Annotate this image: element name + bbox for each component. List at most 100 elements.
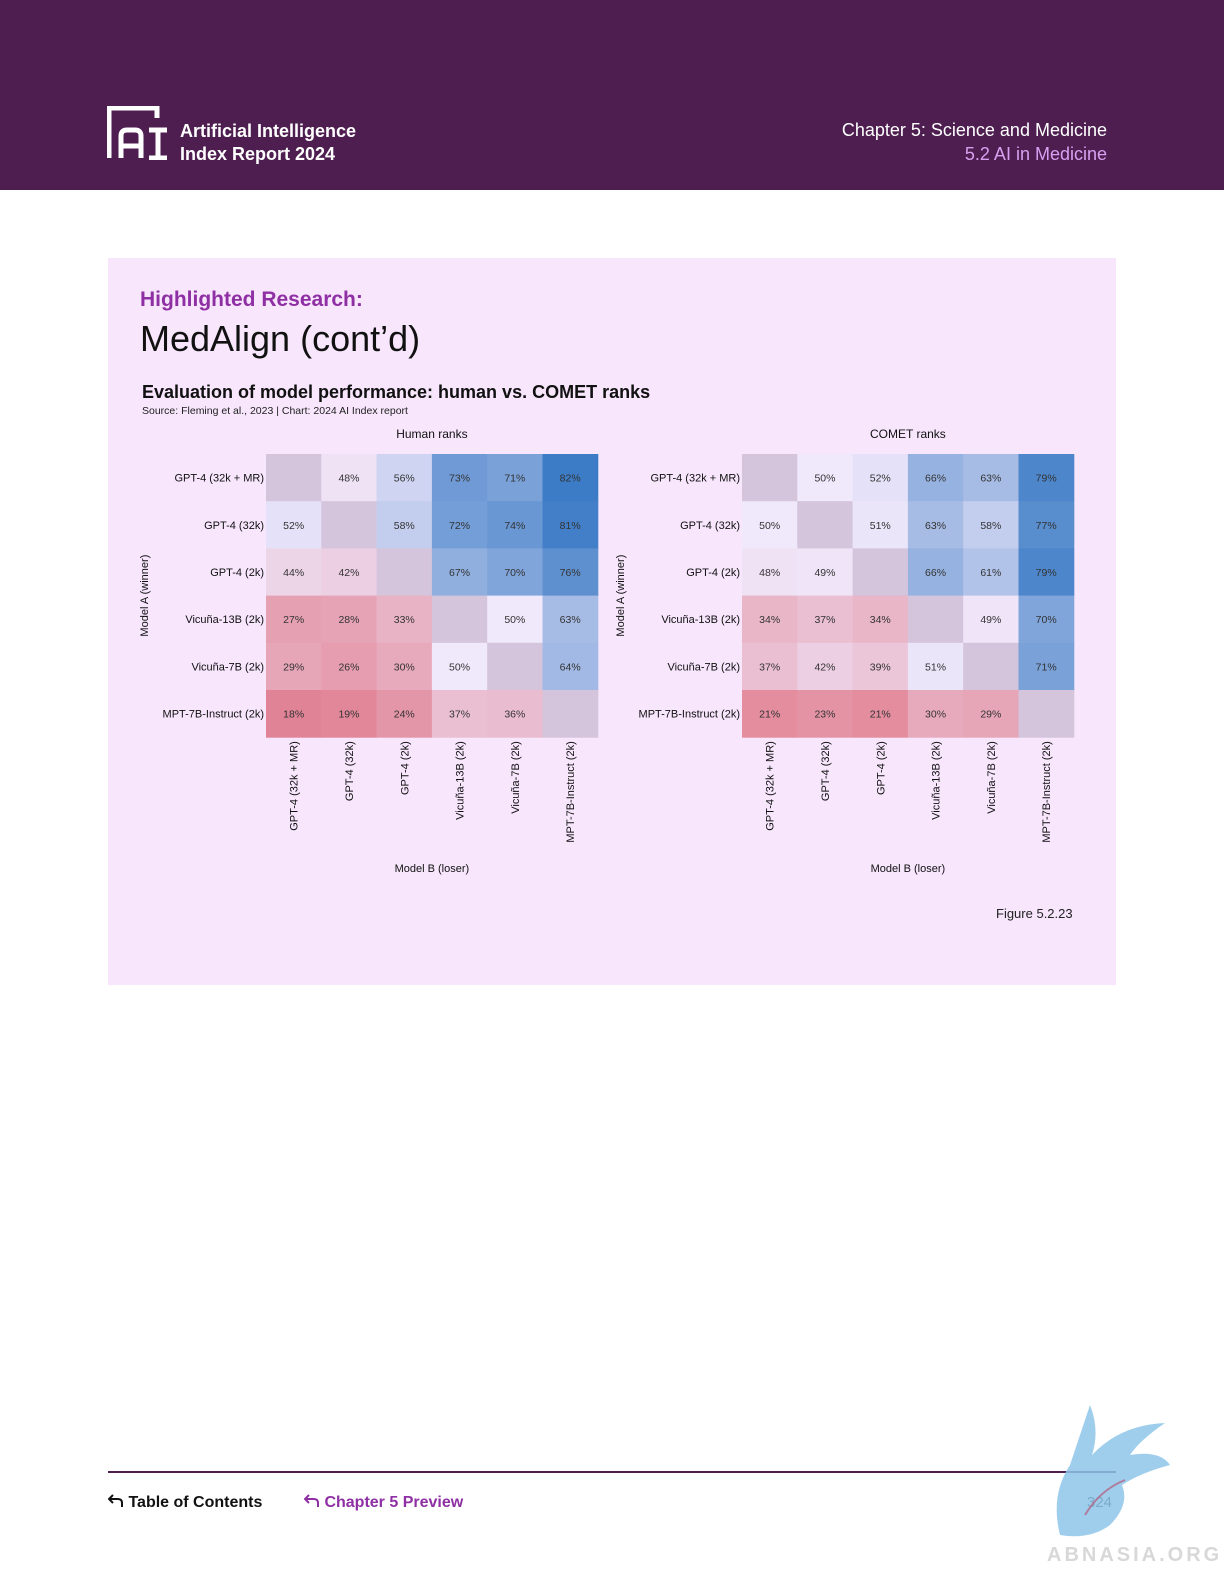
heatmap-cell	[797, 548, 854, 597]
cell-value-label: 52%	[870, 473, 891, 485]
cell-value-label: 34%	[870, 614, 891, 626]
cell-value-label: 72%	[449, 520, 470, 532]
chapter-preview-link[interactable]: Chapter 5 Preview	[303, 1494, 463, 1512]
cell-value-label: 71%	[504, 473, 525, 485]
heatmap-cell	[487, 501, 543, 549]
heatmap-cell	[431, 690, 488, 738]
heatmap-cell	[266, 454, 322, 502]
heatmap-cell	[376, 595, 433, 644]
cell-value-label: 48%	[338, 473, 359, 485]
cell-value-label: 70%	[504, 567, 525, 579]
heatmap-cell	[963, 642, 1019, 691]
chapter-heading: Chapter 5: Science and Medicine 5.2 AI i…	[842, 118, 1107, 166]
cell-value-label: 29%	[283, 661, 304, 673]
cell-value-label: 26%	[338, 661, 359, 673]
heatmap-cell	[376, 642, 433, 691]
heatmap-cell	[376, 548, 433, 597]
heatmap-cell	[963, 690, 1019, 738]
heatmap-cell	[1018, 690, 1075, 738]
brand-line-2: Index Report 2024	[180, 144, 336, 164]
heatmap-cell	[852, 642, 909, 691]
column-tick-label: GPT-4 (32k + MR)	[289, 741, 301, 831]
heatmap-cell	[487, 690, 543, 738]
row-tick-label: GPT-4 (32k + MR)	[650, 473, 740, 485]
return-arrow-icon	[107, 1494, 123, 1507]
cell-value-label: 42%	[814, 661, 835, 673]
heatmap-cell	[742, 454, 798, 502]
heatmap-cell	[542, 548, 599, 597]
griffin-logo-icon	[1056, 1405, 1170, 1537]
heatmap-cell	[852, 690, 909, 738]
heatmap-cell	[321, 501, 378, 549]
column-tick-label: Vicuña-7B (2k)	[510, 741, 522, 814]
heatmap-cell	[963, 595, 1019, 644]
cell-value-label: 58%	[980, 520, 1001, 532]
column-tick-label: MPT-7B-Instruct (2k)	[565, 741, 577, 842]
table-of-contents-link[interactable]: Table of Contents	[107, 1494, 263, 1512]
cell-value-label: 30%	[925, 709, 946, 721]
cell-value-label: 51%	[925, 661, 946, 673]
heatmap-cell	[431, 501, 488, 549]
heatmap-cell	[907, 595, 964, 644]
heatmap-cell	[321, 642, 378, 691]
column-tick-label: Vicuña-7B (2k)	[986, 741, 998, 814]
cell-value-label: 70%	[1036, 614, 1057, 626]
heatmap-cell	[907, 454, 964, 502]
heatmap-cell	[542, 454, 599, 502]
row-tick-label: Vicuña-7B (2k)	[191, 661, 264, 673]
column-tick-label: Vicuña-13B (2k)	[931, 741, 943, 820]
heatmap-cell	[542, 595, 599, 644]
heatmap-cell	[542, 690, 599, 738]
cell-value-label: 76%	[560, 567, 581, 579]
heatmap-cell	[542, 642, 599, 691]
cell-value-label: 58%	[394, 520, 415, 532]
cell-value-label: 51%	[870, 520, 891, 532]
row-tick-label: MPT-7B-Instruct (2k)	[163, 709, 264, 721]
cell-value-label: 48%	[759, 567, 780, 579]
x-axis-label: Model B (loser)	[395, 863, 470, 875]
x-axis-label: Model B (loser)	[871, 863, 946, 875]
cell-value-label: 37%	[449, 709, 470, 721]
cell-value-label: 34%	[759, 614, 780, 626]
toc-label: Table of Contents	[128, 1494, 263, 1511]
cell-value-label: 42%	[338, 567, 359, 579]
cell-value-label: 52%	[283, 520, 304, 532]
heatmap-cell	[907, 548, 964, 597]
row-tick-label: GPT-4 (32k)	[680, 520, 740, 532]
cell-value-label: 64%	[560, 661, 581, 673]
cell-value-label: 24%	[394, 709, 415, 721]
column-tick-label: MPT-7B-Instruct (2k)	[1041, 741, 1053, 842]
cell-value-label: 63%	[925, 520, 946, 532]
heatmap-cell	[266, 548, 322, 597]
cell-value-label: 30%	[394, 661, 415, 673]
heatmap-cell	[487, 454, 543, 502]
cell-value-label: 50%	[814, 473, 835, 485]
heatmap-cell	[852, 595, 909, 644]
heatmap-cell	[742, 642, 798, 691]
footer-divider	[108, 1471, 1116, 1473]
cell-value-label: 36%	[504, 709, 525, 721]
row-tick-label: Vicuña-13B (2k)	[661, 614, 740, 626]
heatmap-cell	[487, 548, 543, 597]
heatmap-cell	[487, 595, 543, 644]
heatmap-charts: Human ranks Model A (winner) 48% 56% 73% 71% 8…	[140, 427, 1075, 875]
cell-value-label: 19%	[338, 709, 359, 721]
heatmap-cell	[963, 501, 1019, 549]
heatmap-cell	[1018, 454, 1075, 502]
chart-title: Evaluation of model performance: human v…	[142, 382, 651, 402]
column-tick-label: GPT-4 (2k)	[399, 741, 411, 795]
page-title: MedAlign (cont’d)	[140, 318, 421, 359]
cell-value-label: 74%	[504, 520, 525, 532]
cell-value-label: 28%	[338, 614, 359, 626]
heatmap-cell	[963, 548, 1019, 597]
row-tick-label: GPT-4 (2k)	[686, 567, 740, 579]
ai-index-logo-icon	[107, 106, 167, 160]
heatmap-cell	[1018, 548, 1075, 597]
heatmap-cell	[376, 454, 433, 502]
cell-value-label: 21%	[870, 709, 891, 721]
cell-value-label: 82%	[560, 473, 581, 485]
cell-value-label: 27%	[283, 614, 304, 626]
column-tick-label: GPT-4 (32k)	[820, 741, 832, 801]
cell-value-label: 50%	[504, 614, 525, 626]
heatmap-cell	[376, 690, 433, 738]
